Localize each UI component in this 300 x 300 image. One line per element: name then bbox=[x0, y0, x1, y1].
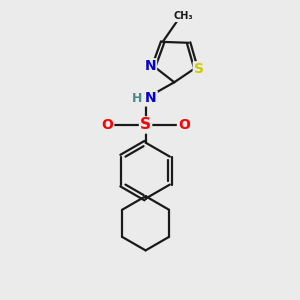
Text: S: S bbox=[140, 118, 151, 133]
Text: H: H bbox=[132, 92, 142, 105]
Text: O: O bbox=[101, 118, 113, 132]
Text: S: S bbox=[194, 62, 204, 76]
Text: CH₃: CH₃ bbox=[173, 11, 193, 21]
Text: N: N bbox=[145, 59, 156, 73]
Text: N: N bbox=[145, 92, 157, 106]
Text: O: O bbox=[178, 118, 190, 132]
